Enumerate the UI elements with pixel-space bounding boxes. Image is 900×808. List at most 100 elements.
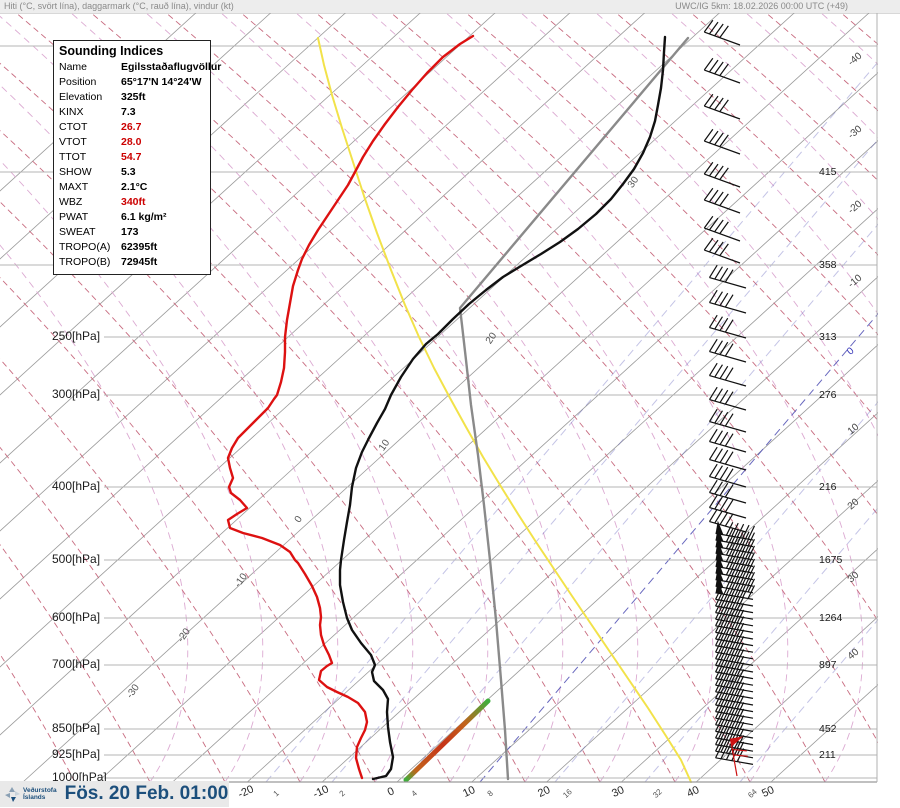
wind-barb bbox=[708, 289, 747, 314]
energy-gradient-segment bbox=[403, 698, 491, 783]
index-label: WBZ bbox=[59, 196, 83, 208]
plot-grid bbox=[0, 13, 878, 783]
top-status-bar: Hiti (°C, svört lína), daggarmark (°C, r… bbox=[0, 0, 900, 14]
index-value: 2.1°C bbox=[121, 181, 148, 193]
index-label: PWAT bbox=[59, 211, 89, 223]
height-axis-label: 1675 bbox=[819, 554, 843, 566]
temperature-curve bbox=[338, 35, 667, 781]
indices-row: KINX 7.3 bbox=[59, 105, 205, 120]
index-value: 28.0 bbox=[121, 136, 142, 148]
met-office-logo: Veðurstofa Íslands bbox=[4, 786, 57, 803]
pressure-axis-label: 500[hPa] bbox=[52, 552, 101, 566]
indices-row: TROPO(A) 62395ft bbox=[59, 240, 205, 255]
wind-barb bbox=[703, 237, 741, 264]
wind-barb bbox=[708, 463, 747, 488]
index-label: CTOT bbox=[59, 121, 88, 133]
index-label: SWEAT bbox=[59, 226, 96, 238]
pressure-axis-label: 250[hPa] bbox=[52, 329, 101, 343]
pressure-axis-label: 300[hPa] bbox=[52, 387, 101, 401]
footer-bar: Veðurstofa Íslands Fös. 20 Feb. 01:00 bbox=[0, 781, 229, 807]
indices-row: Name Egilsstaðaflugvöllur bbox=[59, 60, 221, 75]
height-axis-label: 452 bbox=[819, 723, 837, 735]
height-axis-label: 897 bbox=[819, 659, 837, 671]
indices-title: Sounding Indices bbox=[59, 44, 164, 58]
wind-barb bbox=[703, 161, 741, 188]
index-value: 26.7 bbox=[121, 121, 142, 133]
dewpoint-curve bbox=[226, 34, 475, 780]
indices-row: CTOT 26.7 bbox=[59, 120, 205, 135]
pressure-axis-label: 400[hPa] bbox=[52, 479, 101, 493]
logo-line-2: Íslands bbox=[23, 794, 46, 801]
logo-line-1: Veðurstofa bbox=[23, 787, 57, 794]
height-axis-label: 313 bbox=[819, 331, 837, 343]
wind-barb bbox=[708, 408, 747, 433]
wind-barb bbox=[703, 187, 741, 214]
indices-row: WBZ 340ft bbox=[59, 195, 205, 210]
indices-row: SHOW 5.3 bbox=[59, 165, 205, 180]
index-label: SHOW bbox=[59, 166, 92, 178]
wind-barb bbox=[708, 338, 747, 363]
index-label: MAXT bbox=[59, 181, 89, 193]
wind-barb bbox=[703, 57, 741, 84]
index-label: Position bbox=[59, 76, 97, 88]
wind-barb bbox=[703, 19, 741, 46]
index-value: 173 bbox=[121, 226, 139, 238]
indices-row: PWAT 6.1 kg/m² bbox=[59, 210, 205, 225]
index-label: TTOT bbox=[59, 151, 87, 163]
height-axis-label: 1264 bbox=[819, 612, 843, 624]
wind-barb bbox=[708, 428, 747, 453]
wind-barb bbox=[708, 508, 747, 533]
logo-text: Veðurstofa Íslands bbox=[23, 787, 57, 801]
wind-barb bbox=[708, 264, 747, 289]
index-label: TROPO(A) bbox=[59, 241, 111, 253]
sounding-indices-box: Sounding Indices Name Egilsstaðaflugvöllu… bbox=[53, 40, 221, 275]
height-axis-label: 415 bbox=[819, 166, 837, 178]
pressure-axis-label: 850[hPa] bbox=[52, 721, 101, 735]
wind-barb bbox=[708, 494, 747, 519]
wind-barb bbox=[729, 736, 748, 777]
index-value: 5.3 bbox=[121, 166, 136, 178]
index-value: 72945ft bbox=[121, 256, 158, 268]
wind-barb bbox=[703, 93, 741, 120]
model-run-text: UWC/IG 5km: 18.02.2026 00:00 UTC (+49) bbox=[675, 1, 848, 11]
height-axis-label: 358 bbox=[819, 259, 837, 271]
index-label: VTOT bbox=[59, 136, 87, 148]
index-value: 325ft bbox=[121, 91, 146, 103]
snowflake-logo-icon bbox=[5, 786, 20, 802]
parcel-path-curve bbox=[458, 36, 690, 781]
indices-row: TTOT 54.7 bbox=[59, 150, 205, 165]
indices-rows: Name Egilsstaðaflugvöllur Position 65°17'N … bbox=[59, 60, 221, 270]
index-value: 340ft bbox=[121, 196, 146, 208]
index-label: Name bbox=[59, 61, 88, 73]
pressure-axis-label: 1000[hPa] bbox=[52, 770, 107, 784]
pressure-axis-label: 700[hPa] bbox=[52, 657, 101, 671]
legend-text: Hiti (°C, svört lína), daggarmark (°C, r… bbox=[4, 1, 234, 11]
indices-row: TROPO(B) 72945ft bbox=[59, 255, 205, 270]
index-value: 54.7 bbox=[121, 151, 142, 163]
wind-barb bbox=[708, 314, 747, 339]
index-value: 65°17'N 14°24'W bbox=[121, 76, 202, 88]
index-label: Elevation bbox=[59, 91, 103, 103]
indices-row: SWEAT 173 bbox=[59, 225, 205, 240]
wind-barb bbox=[703, 128, 741, 155]
wind-barb bbox=[708, 362, 747, 387]
wind-barb bbox=[715, 527, 755, 548]
indices-row: VTOT 28.0 bbox=[59, 135, 205, 150]
valid-time-label: Fös. 20 Feb. 01:00 bbox=[64, 783, 229, 804]
index-label: KINX bbox=[59, 106, 84, 118]
wind-barb bbox=[708, 446, 747, 471]
index-value: 6.1 kg/m² bbox=[121, 211, 167, 223]
wind-barb bbox=[708, 386, 747, 411]
height-scale-curve bbox=[317, 37, 692, 783]
pressure-axis-label: 925[hPa] bbox=[52, 747, 101, 761]
height-axis-label: 216 bbox=[819, 481, 837, 493]
index-value: 7.3 bbox=[121, 106, 136, 118]
indices-row: Elevation 325ft bbox=[59, 90, 205, 105]
pressure-axis-label: 600[hPa] bbox=[52, 610, 101, 624]
indices-row: Position 65°17'N 14°24'W bbox=[59, 75, 205, 90]
index-value: Egilsstaðaflugvöllur bbox=[121, 61, 222, 73]
wind-barb bbox=[708, 479, 747, 504]
indices-row: MAXT 2.1°C bbox=[59, 180, 205, 195]
